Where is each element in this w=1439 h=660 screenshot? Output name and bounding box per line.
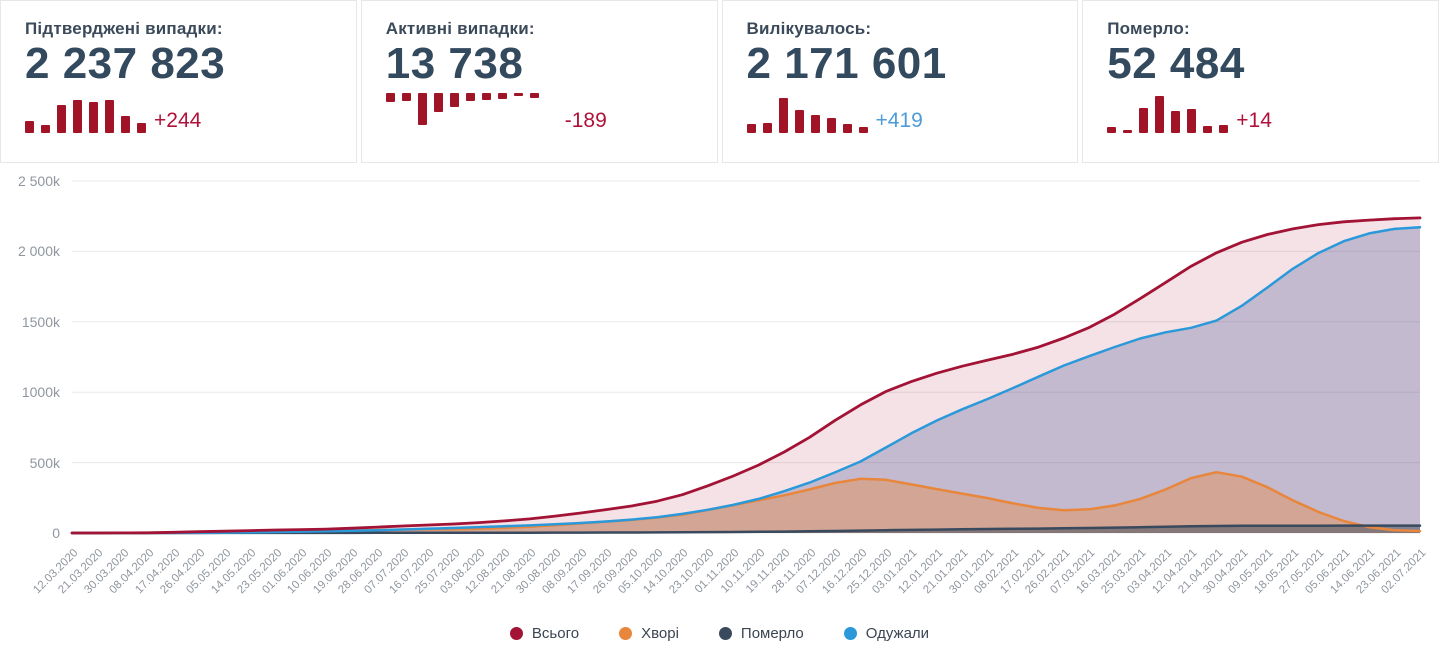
stat-card-recovered: Вилікувалось: 2 171 601 +419 xyxy=(721,0,1079,163)
stat-card-title: Активні випадки: xyxy=(385,19,535,38)
spark-row: +419 xyxy=(746,91,1058,134)
legend-item-0[interactable]: Всього xyxy=(509,625,580,642)
y-axis-label: 1500k xyxy=(21,313,60,330)
series-line-3 xyxy=(70,226,1422,535)
spark-bar xyxy=(1187,109,1197,134)
legend-dot xyxy=(509,627,523,640)
y-axis-label: 1000k xyxy=(21,384,60,401)
stat-card-value: 52 484 xyxy=(1107,39,1245,88)
main-chart: 2 500k 2 000k 1500k 1000k 500k 0 12.03.2020 21… xyxy=(0,163,1439,657)
series-area-3 xyxy=(72,227,1420,534)
stat-card-title: Підтверджені випадки: xyxy=(25,19,223,38)
y-axis-label: 2 000k xyxy=(17,243,60,260)
spark-row: +244 xyxy=(25,91,336,134)
series-area-1 xyxy=(72,472,1420,533)
spark-bar xyxy=(1155,96,1165,134)
delta-badge: +244 xyxy=(154,109,202,133)
stat-card-title: Вилікувалось: xyxy=(746,19,872,38)
spark-bar xyxy=(794,110,804,134)
legend-item-2[interactable]: Померло xyxy=(718,625,804,642)
spark-bar xyxy=(529,93,539,99)
spark-bar xyxy=(497,93,507,100)
spark-bar xyxy=(105,100,114,134)
spark-bar xyxy=(89,102,98,134)
spark-bar xyxy=(121,116,130,134)
stat-card-active: Активні випадки: 13 738 -189 xyxy=(360,0,718,163)
delta-badge: +419 xyxy=(875,109,923,133)
spark-bar xyxy=(1219,125,1229,134)
legend-label: Одужали xyxy=(865,625,930,642)
spark-bar-chart xyxy=(385,93,539,133)
spark-row: +14 xyxy=(1107,91,1418,134)
stat-card-value: 2 237 823 xyxy=(25,39,226,88)
legend-label: Хворі xyxy=(641,625,679,642)
spark-bar xyxy=(1107,127,1117,134)
spark-bar xyxy=(385,93,395,103)
legend-item-1[interactable]: Хворі xyxy=(619,625,679,642)
spark-bar xyxy=(465,93,475,102)
series-line-0 xyxy=(70,216,1422,535)
chart-plot-area[interactable] xyxy=(0,175,1439,547)
spark-bar xyxy=(417,93,427,126)
stats-cards: Підтверджені випадки: 2 237 823 +244 Акт… xyxy=(0,0,1439,163)
spark-bar xyxy=(778,98,788,134)
stat-card-title: Померло: xyxy=(1107,19,1190,38)
legend-label: Всього xyxy=(531,625,580,642)
spark-row: -189 xyxy=(385,91,697,133)
spark-bar-chart xyxy=(25,93,146,134)
spark-bar-chart xyxy=(1107,93,1229,134)
stat-card-value: 2 171 601 xyxy=(746,39,947,88)
spark-bar xyxy=(858,127,868,134)
spark-bar xyxy=(810,115,820,134)
series-area-2 xyxy=(72,525,1420,533)
spark-bar xyxy=(513,93,523,97)
y-axis-label: 500k xyxy=(29,454,60,471)
legend-dot xyxy=(718,627,732,640)
delta-badge: -189 xyxy=(564,109,607,133)
delta-badge: +14 xyxy=(1236,109,1272,133)
stat-card-confirmed: Підтверджені випадки: 2 237 823 +244 xyxy=(0,0,357,163)
spark-bar xyxy=(137,123,146,134)
legend-label: Померло xyxy=(740,625,804,642)
spark-bar xyxy=(73,100,82,134)
spark-bar xyxy=(762,123,772,134)
spark-bar xyxy=(481,93,491,101)
spark-bar xyxy=(25,121,34,134)
y-axis-label: 0 xyxy=(52,525,60,541)
spark-bar xyxy=(1203,126,1213,134)
spark-bar xyxy=(826,118,836,134)
stat-card-value: 13 738 xyxy=(385,39,524,88)
legend-dot xyxy=(619,627,633,640)
spark-bar xyxy=(842,124,852,134)
legend-dot xyxy=(843,627,857,640)
spark-bar xyxy=(57,105,66,134)
spark-bar xyxy=(1171,111,1181,134)
series-area-0 xyxy=(72,217,1420,533)
spark-bar xyxy=(746,124,756,134)
x-axis: 12.03.2020 21.03.2020 30.03.2020 08.04.2020… xyxy=(0,539,1439,621)
y-axis-label: 2 500k xyxy=(17,173,60,189)
spark-bar xyxy=(401,93,411,102)
spark-bar xyxy=(433,93,443,113)
spark-bar xyxy=(1139,108,1149,134)
spark-bar-chart xyxy=(746,93,868,134)
spark-bar xyxy=(41,125,50,134)
legend-item-3[interactable]: Одужали xyxy=(843,625,930,642)
spark-bar xyxy=(449,93,459,108)
spark-bar xyxy=(1123,130,1133,134)
legend: Всього Хворі Померло Одужали xyxy=(0,625,1439,642)
stat-card-deaths: Померло: 52 484 +14 xyxy=(1082,0,1439,163)
